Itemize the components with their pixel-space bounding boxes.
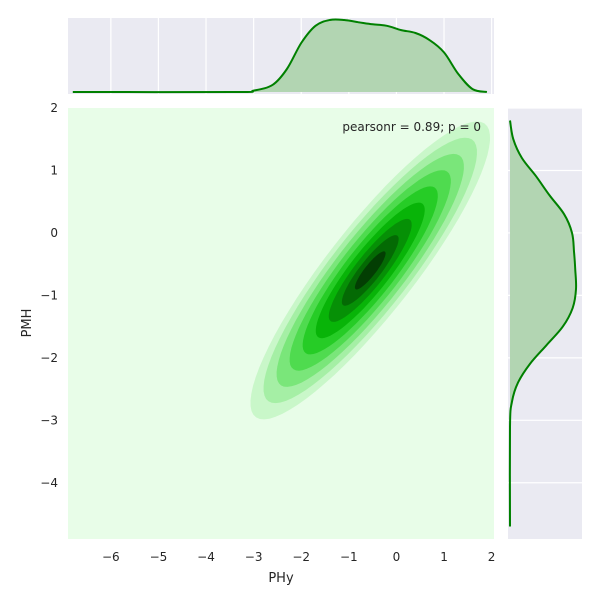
x-tick-label: −5: [150, 550, 168, 564]
x-tick-label: 1: [440, 550, 448, 564]
pearson-annotation: pearsonr = 0.89; p = 0: [342, 120, 481, 134]
marginal-x-panel: [68, 18, 494, 94]
y-axis-ticks: −4 −3 −2 −1 0 1 2: [40, 101, 58, 490]
marginal-y-density-fill: [509, 120, 577, 527]
x-axis-label: PHy: [268, 571, 294, 586]
x-tick-label: 0: [393, 550, 401, 564]
joint-kde-contours: [250, 121, 490, 420]
y-axis-label: PMH: [20, 309, 35, 338]
x-tick-label: 2: [488, 550, 496, 564]
y-tick-label: −2: [40, 351, 58, 365]
marginal-x-density-fill: [72, 19, 487, 93]
x-axis-ticks: −6 −5 −4 −3 −2 −1 0 1 2: [102, 550, 495, 564]
y-tick-label: −1: [40, 288, 58, 302]
x-tick-label: −3: [245, 550, 263, 564]
y-tick-label: 2: [50, 101, 58, 115]
y-tick-label: −4: [40, 476, 58, 490]
marginal-y-density-line: [508, 120, 578, 527]
x-tick-label: −4: [197, 550, 215, 564]
y-tick-label: 0: [50, 226, 58, 240]
y-tick-label: −3: [40, 413, 58, 427]
joint-panel: pearsonr = 0.89; p = 0: [68, 108, 494, 539]
marginal-y-panel: [508, 107, 582, 539]
marginal-x-density-line: [72, 18, 488, 94]
y-tick-label: 1: [50, 163, 58, 177]
kde-contour-level: [354, 251, 386, 290]
x-tick-label: −1: [340, 550, 358, 564]
x-tick-label: −2: [292, 550, 310, 564]
x-tick-label: −6: [102, 550, 120, 564]
